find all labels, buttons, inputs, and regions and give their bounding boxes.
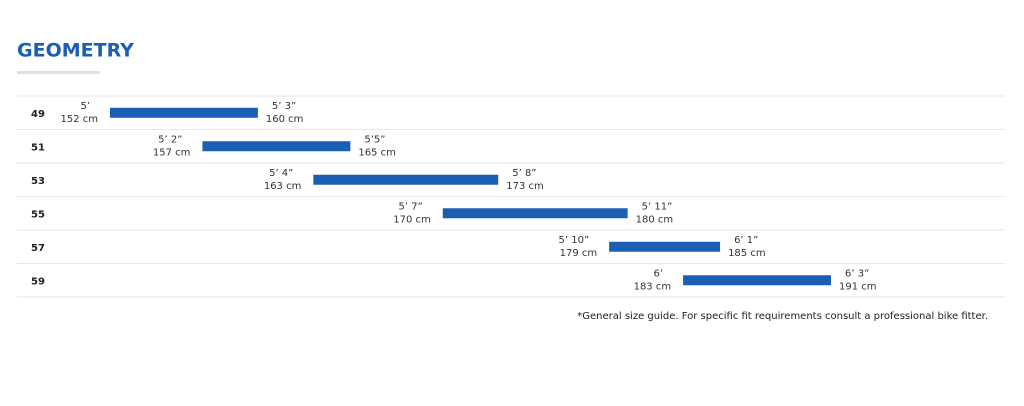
low-metric: 183 cm: [634, 281, 672, 292]
low-metric: 163 cm: [264, 181, 302, 192]
size-label: 51: [31, 142, 45, 153]
high-metric: 191 cm: [839, 281, 877, 292]
low-imperial: 5’ 2”: [158, 134, 182, 145]
high-metric: 185 cm: [728, 248, 766, 259]
high-imperial: 5’5”: [364, 134, 385, 145]
low-imperial: 5’ 4”: [269, 168, 293, 179]
chart-title: GEOMETRY: [17, 40, 134, 62]
low-imperial: 6’: [654, 268, 664, 279]
size-label: 59: [31, 276, 45, 287]
high-metric: 165 cm: [358, 147, 396, 158]
footnote: *General size guide. For specific fit re…: [577, 311, 988, 322]
high-imperial: 5’ 8”: [512, 168, 536, 179]
low-metric: 170 cm: [393, 214, 431, 225]
high-imperial: 6’ 1”: [734, 235, 758, 246]
low-metric: 179 cm: [560, 248, 598, 259]
range-bar: [110, 107, 258, 118]
high-imperial: 6’ 3”: [845, 268, 869, 279]
range-bar: [442, 208, 628, 219]
high-imperial: 5’ 11”: [642, 201, 673, 212]
high-metric: 180 cm: [636, 214, 674, 225]
high-metric: 160 cm: [266, 114, 304, 125]
low-metric: 152 cm: [60, 114, 98, 125]
size-label: 55: [31, 209, 45, 220]
low-metric: 157 cm: [153, 147, 191, 158]
title-underline: [17, 71, 100, 74]
low-imperial: 5’ 10”: [559, 235, 590, 246]
low-imperial: 5’ 7”: [399, 201, 423, 212]
size-label: 53: [31, 176, 45, 187]
low-imperial: 5’: [80, 101, 90, 112]
size-label: 49: [31, 109, 45, 120]
range-bar: [609, 241, 721, 252]
high-metric: 173 cm: [506, 181, 544, 192]
size-label: 57: [31, 243, 45, 254]
range-bar: [683, 275, 831, 286]
high-imperial: 5’ 3”: [272, 101, 296, 112]
range-bar: [313, 174, 499, 185]
range-bar: [202, 141, 351, 152]
